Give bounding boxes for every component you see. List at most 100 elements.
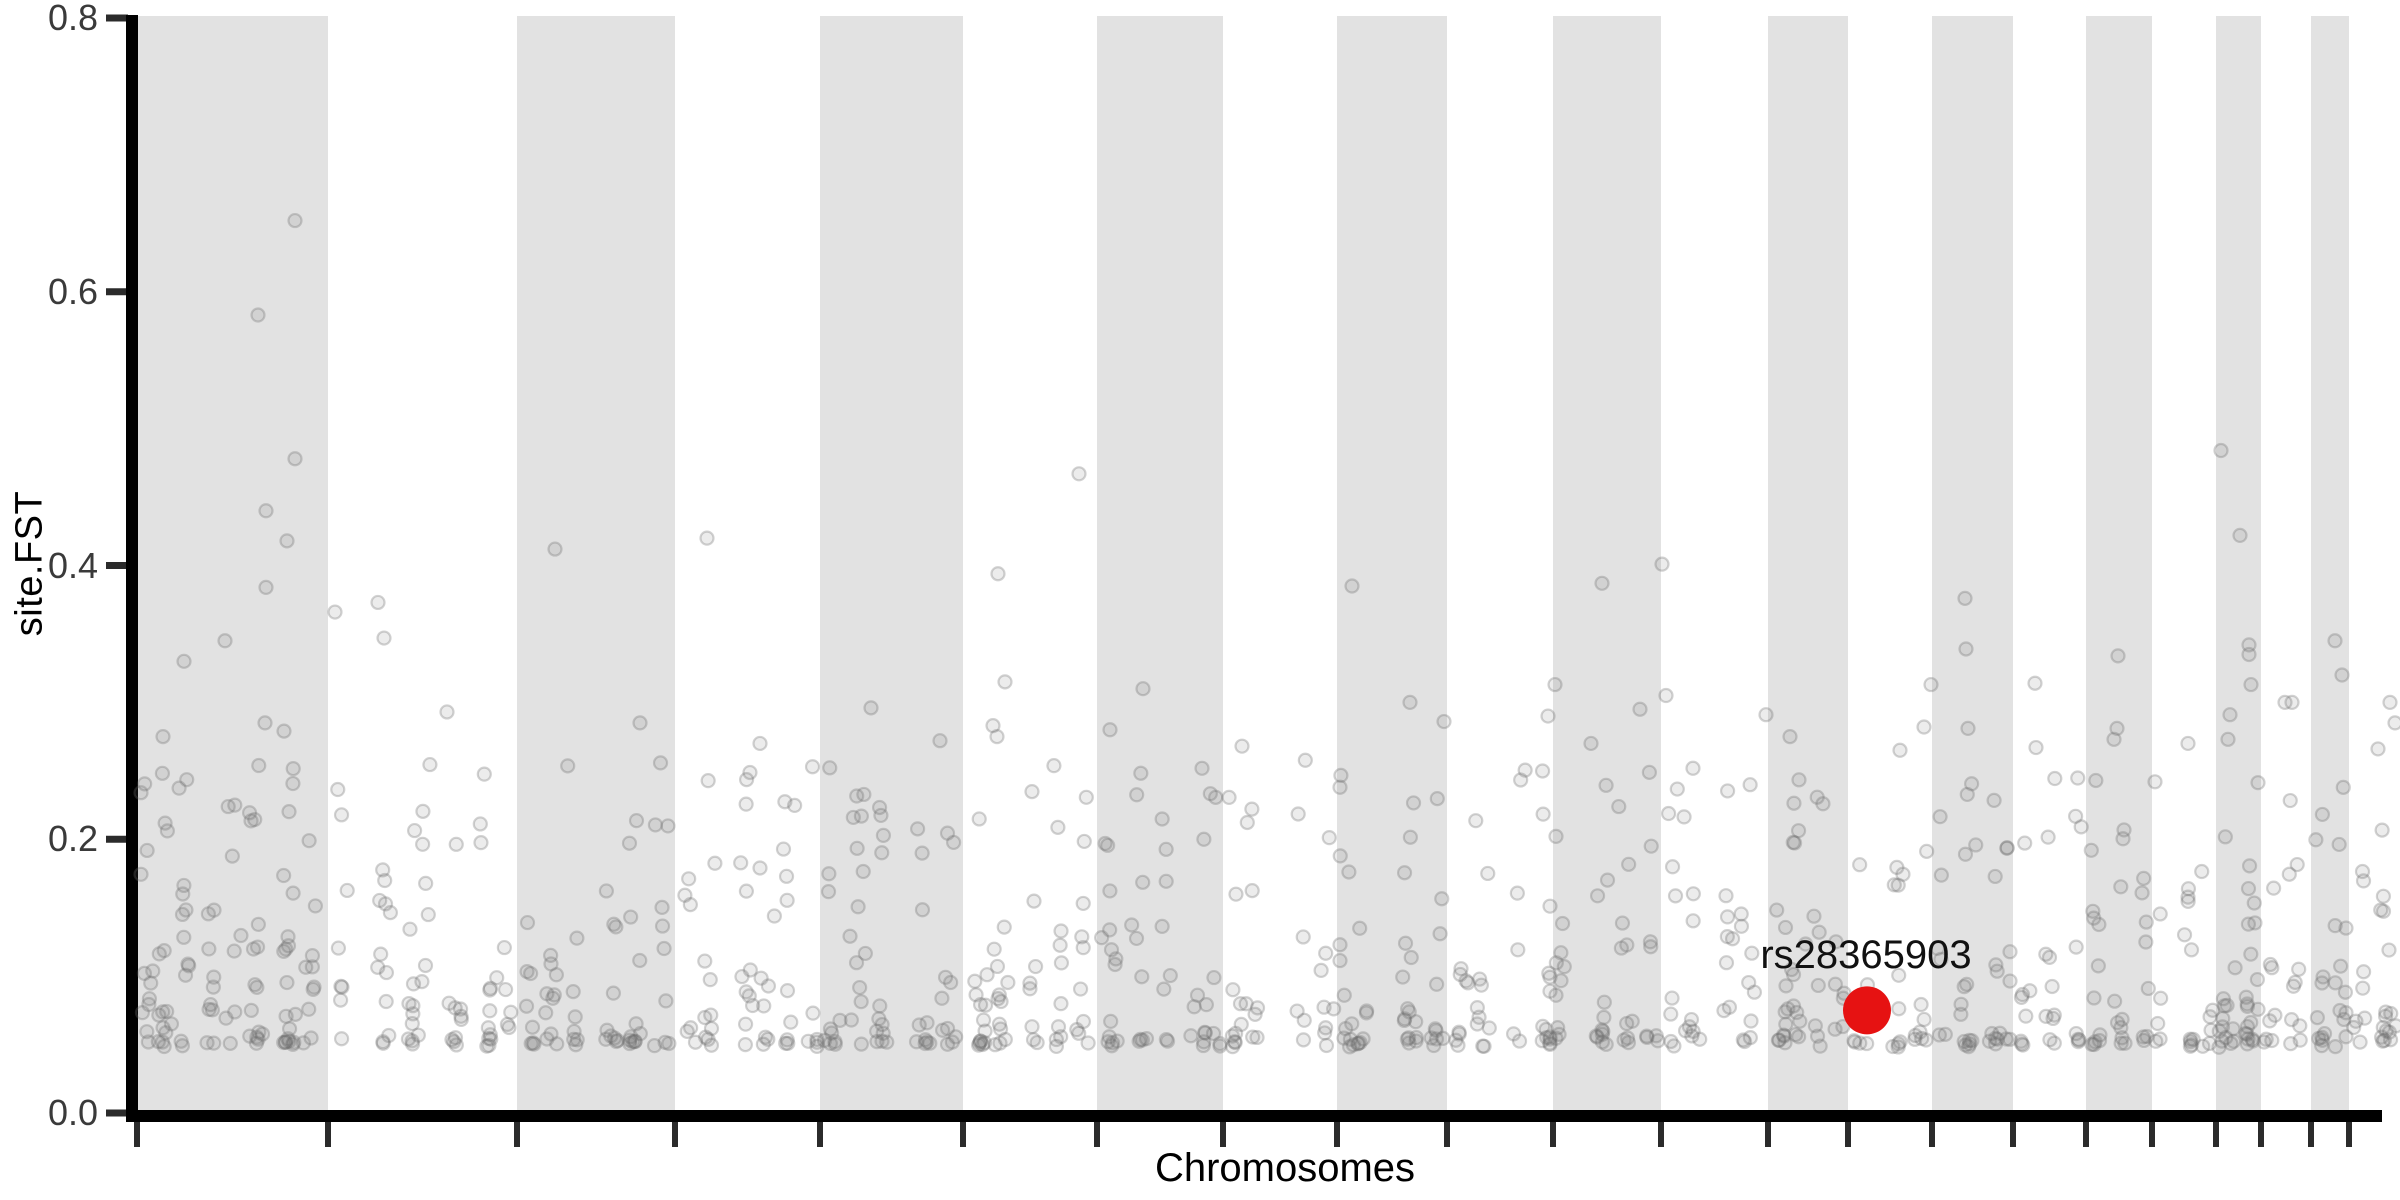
snp-point — [2115, 831, 2131, 847]
snp-point — [249, 939, 266, 955]
snp-point — [1595, 1023, 1611, 1039]
snp-point — [1742, 1030, 1758, 1046]
snp-point — [143, 975, 159, 991]
snp-point — [1847, 1034, 1863, 1050]
snp-point — [1958, 641, 1974, 657]
chromosome-band — [1097, 16, 1223, 1110]
snp-point — [599, 1022, 615, 1038]
snp-point — [276, 867, 292, 884]
snp-point — [1509, 885, 1525, 901]
snp-point — [422, 756, 438, 773]
snp-point — [987, 1037, 1003, 1053]
snp-point — [1468, 813, 1484, 829]
snp-point — [1550, 1020, 1566, 1036]
snp-point — [1736, 1033, 1753, 1050]
snp-point — [752, 860, 768, 876]
snp-point — [777, 794, 793, 810]
snp-point — [1929, 940, 1946, 957]
snp-point — [482, 980, 499, 996]
snp-point — [519, 914, 536, 931]
snp-point — [1428, 1031, 1445, 1047]
snp-point — [1620, 1035, 1637, 1051]
snp-point — [476, 766, 492, 782]
snp-point — [609, 1032, 626, 1049]
snp-point — [1103, 1013, 1119, 1029]
snp-point — [703, 1020, 720, 1037]
snp-point — [1435, 1030, 1451, 1046]
snp-point — [1890, 877, 1906, 893]
snp-point — [1249, 1029, 1265, 1046]
snp-point — [1227, 1034, 1243, 1050]
snp-point — [1402, 694, 1418, 710]
snp-point — [2219, 997, 2235, 1014]
snp-point — [1313, 962, 1329, 979]
snp-point — [549, 1036, 565, 1052]
snp-point — [948, 1029, 964, 1045]
snp-point — [2370, 741, 2386, 757]
snp-point — [2085, 903, 2101, 919]
snp-point — [1481, 1020, 1497, 1036]
snp-point — [2327, 1039, 2343, 1055]
snp-point — [1076, 833, 1092, 850]
snp-point — [977, 997, 994, 1013]
snp-point — [2150, 1015, 2166, 1032]
snp-point — [174, 906, 191, 923]
snp-point — [2213, 442, 2229, 459]
snp-point — [1027, 958, 1044, 975]
snp-point — [1718, 888, 1734, 904]
snp-point — [1614, 915, 1631, 931]
snp-point — [2180, 889, 2196, 905]
snp-point — [2022, 983, 2038, 999]
snp-point — [479, 1038, 495, 1054]
snp-point — [258, 503, 274, 519]
snp-point — [1792, 1013, 1808, 1029]
snp-point — [660, 818, 676, 834]
snp-point — [2091, 916, 2107, 933]
snp-point — [760, 978, 777, 994]
x-axis-line — [126, 1110, 2382, 1122]
snp-point — [2038, 946, 2054, 962]
snp-point — [1249, 1000, 1266, 1016]
snp-point — [679, 1023, 695, 1040]
snp-point — [2068, 1025, 2084, 1042]
snp-point — [1436, 713, 1452, 730]
snp-point — [2327, 918, 2343, 934]
snp-point — [1397, 1011, 1413, 1027]
snp-point — [845, 809, 861, 826]
snp-point — [1548, 828, 1564, 844]
snp-point — [780, 1035, 796, 1051]
snp-point — [874, 1033, 890, 1049]
snp-point — [1359, 1003, 1375, 1019]
snp-point — [301, 1001, 317, 1017]
snp-point — [991, 987, 1007, 1003]
snp-point — [307, 898, 323, 914]
snp-point — [250, 307, 266, 323]
snp-point — [174, 1038, 191, 1054]
snp-point — [753, 970, 769, 986]
snp-point — [2249, 971, 2265, 988]
snp-point — [250, 916, 266, 932]
snp-point — [2282, 792, 2298, 809]
snp-point — [2202, 1009, 2218, 1025]
snp-points — [133, 212, 2400, 1055]
snp-point — [989, 958, 1006, 975]
snp-point — [2013, 1033, 2029, 1049]
snp-point — [1542, 1031, 1558, 1047]
snp-point — [2002, 944, 2018, 960]
snp-point — [1399, 1031, 1415, 1047]
snp-point — [1957, 846, 1974, 862]
snp-point — [141, 991, 158, 1007]
snp-point — [2246, 895, 2262, 911]
snp-point — [1964, 1033, 1980, 1049]
y-tick-label: 0.2 — [47, 818, 98, 860]
snp-point — [1624, 1013, 1640, 1029]
snp-point — [2240, 916, 2257, 932]
snp-point — [333, 807, 350, 823]
snp-point — [2222, 707, 2238, 723]
snp-point — [628, 1016, 644, 1032]
snp-point — [1212, 1038, 1228, 1054]
snp-point — [1786, 835, 1803, 851]
snp-point — [2226, 1033, 2242, 1049]
snp-point — [1539, 1029, 1555, 1046]
snp-point — [1427, 1021, 1443, 1037]
